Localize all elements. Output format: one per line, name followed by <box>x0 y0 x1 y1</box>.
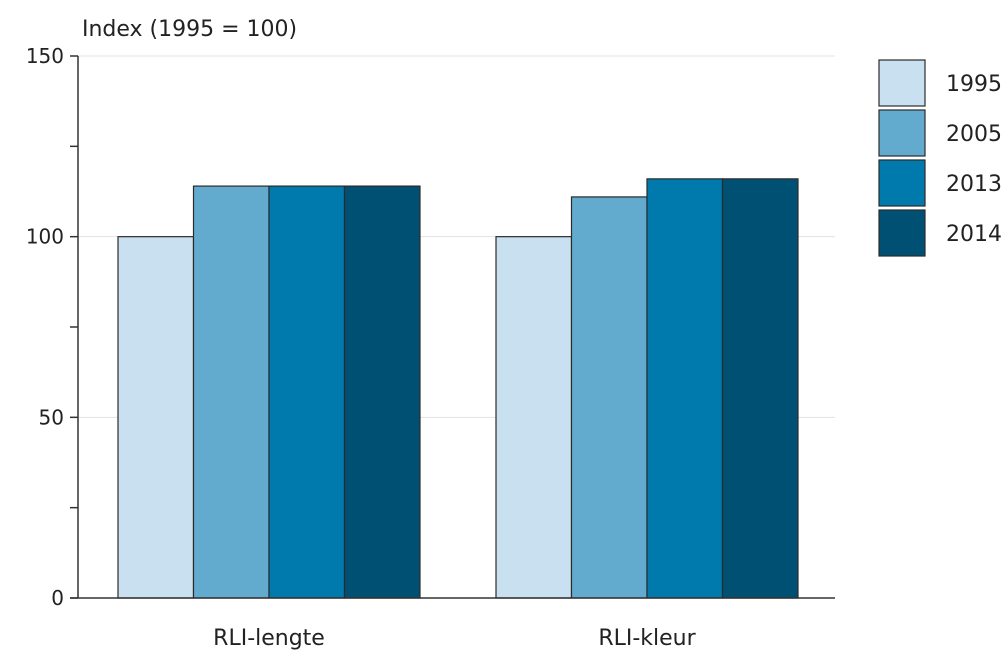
legend-label: 2005 <box>946 122 1002 147</box>
legend-label: 2014 <box>946 222 1002 247</box>
bar-rli-kleur-1995 <box>495 236 573 599</box>
legend-swatch-2014 <box>878 209 926 257</box>
bar-rli-lengte-1995 <box>117 236 195 599</box>
category-label: RLI-lengte <box>213 626 325 651</box>
legend: 1995 2005 2013 2014 <box>878 59 1002 257</box>
bar-rli-kleur-2005 <box>570 196 648 599</box>
bars <box>117 178 799 599</box>
bar-rli-kleur-2013 <box>646 178 724 599</box>
category-labels: RLI-lengte RLI-kleur <box>213 626 696 651</box>
category-label: RLI-kleur <box>598 626 696 651</box>
bar-rli-lengte-2013 <box>268 185 346 599</box>
y-tick-label: 50 <box>39 405 64 429</box>
legend-swatch-2005 <box>878 109 926 157</box>
bar-rli-lengte-2014 <box>343 185 421 599</box>
y-tick-label: 0 <box>51 586 64 610</box>
y-tick-label: 150 <box>26 44 64 68</box>
legend-label: 2013 <box>946 172 1002 197</box>
y-axis-label: Index (1995 = 100) <box>82 17 297 42</box>
legend-label: 1995 <box>946 72 1002 97</box>
y-tick-label: 100 <box>26 225 64 249</box>
bar-rli-lengte-2005 <box>192 185 270 599</box>
legend-swatch-2013 <box>878 159 926 207</box>
legend-swatch-1995 <box>878 59 926 107</box>
bar-rli-kleur-2014 <box>721 178 799 599</box>
y-axis-ticks: 0 50 100 150 <box>26 44 78 610</box>
